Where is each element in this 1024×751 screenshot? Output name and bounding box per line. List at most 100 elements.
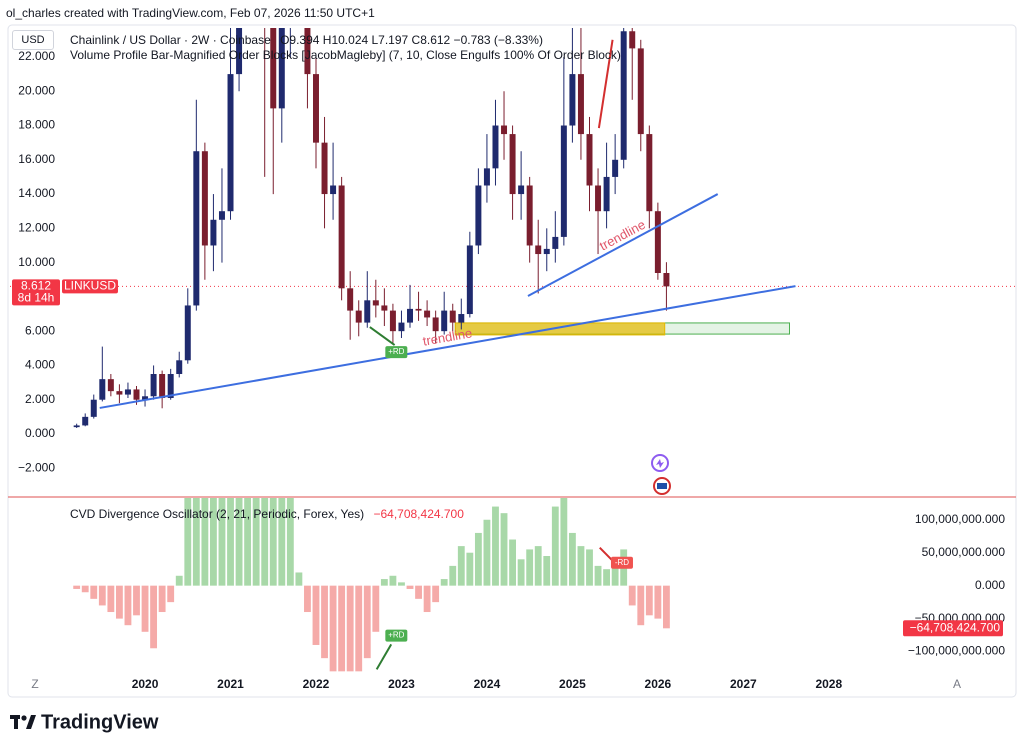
- candle-body: [364, 300, 371, 323]
- candle-body: [167, 374, 174, 399]
- candle-body: [458, 314, 465, 323]
- y-tick-label: 14.000: [18, 186, 55, 200]
- candle-body: [372, 300, 379, 306]
- divergence-marker: [385, 346, 408, 359]
- candle-body: [646, 134, 653, 212]
- candle-body: [107, 379, 114, 392]
- candle-body: [552, 236, 559, 249]
- oscillator-bar: [81, 585, 89, 593]
- candle-body: [227, 74, 234, 212]
- ohlc-summary: O9.394 H10.024 L7.197 C8.612 −0.783 (−8.…: [280, 33, 543, 47]
- candle-body: [637, 48, 644, 135]
- y-tick-label: 10.000: [18, 255, 55, 269]
- candle-body: [330, 185, 337, 195]
- x-tick-label: 2020: [132, 677, 159, 691]
- last-value-label: −64,708,424.700: [910, 620, 1001, 634]
- candle-body: [475, 185, 482, 246]
- candle-body: [501, 125, 508, 135]
- y-tick-label: −100,000,000.000: [908, 644, 1005, 658]
- oscillator-bar: [133, 585, 140, 616]
- legend-line: Chainlink / US Dollar · 2W · Coinbase O9…: [70, 33, 543, 47]
- candle-body: [355, 310, 362, 323]
- candle-body: [193, 151, 200, 306]
- oscillator-bar: [218, 498, 226, 586]
- oscillator-bar: [543, 556, 551, 586]
- candle-body: [629, 31, 636, 49]
- candle-body: [398, 322, 405, 332]
- oscillator-bar: [517, 559, 525, 586]
- candle-body: [201, 151, 208, 246]
- oscillator-bar: [286, 498, 294, 586]
- oscillator-bar: [158, 585, 166, 613]
- y-tick-label: 6.000: [25, 323, 55, 337]
- oscillator-bar: [98, 585, 106, 606]
- candle-body: [142, 396, 149, 400]
- y-tick-label: 16.000: [18, 152, 55, 166]
- candle-body: [262, 0, 268, 6]
- candle-body: [218, 211, 225, 220]
- oscillator-bar: [440, 579, 448, 586]
- divergence-label: +RD: [388, 631, 404, 640]
- oscillator-bar: [594, 565, 602, 586]
- oscillator-bar: [244, 498, 252, 586]
- symbol-title: Chainlink / US Dollar · 2W · Coinbase: [70, 33, 271, 47]
- y-tick-label: 100,000,000.000: [915, 512, 1005, 526]
- candle-body: [304, 28, 311, 75]
- trendline: [99, 285, 796, 409]
- oscillator-bar: [645, 585, 653, 616]
- y-tick-label: 2.000: [25, 392, 55, 406]
- candle-body: [535, 245, 542, 255]
- oscillator-bar: [611, 559, 619, 586]
- y-tick-label: 0.000: [975, 578, 1005, 592]
- oscillator-bar: [432, 585, 440, 603]
- oscillator-bar: [261, 498, 269, 586]
- oscillator-bar: [312, 585, 320, 645]
- candle-body: [518, 185, 525, 195]
- oscillator-bar: [167, 585, 175, 603]
- candle-body: [577, 74, 584, 135]
- chart-frame: [7, 24, 1017, 698]
- last-price-box: [12, 279, 60, 306]
- oscillator-bar: [192, 498, 200, 586]
- oscillator-title: CVD Divergence Oscillator (2, 21, Period…: [70, 507, 365, 521]
- oscillator-bar: [534, 546, 542, 586]
- corner-label[interactable]: Z: [31, 677, 38, 691]
- oscillator-bar: [654, 585, 662, 619]
- oscillator-bar: [184, 498, 192, 586]
- divergence-label: +RD: [388, 347, 404, 356]
- oscillator-bar: [355, 585, 363, 672]
- oscillator-bar: [398, 582, 405, 586]
- candle-body: [620, 31, 627, 160]
- candle-body: [612, 159, 619, 177]
- candle-body: [159, 374, 166, 399]
- oscillator-bar: [415, 585, 422, 599]
- candle-body: [287, 0, 293, 23]
- x-tick-label: 2021: [217, 677, 244, 691]
- candle-body: [407, 308, 413, 323]
- candle-body: [654, 211, 661, 273]
- x-tick-label: 2025: [559, 677, 586, 691]
- oscillator-bar: [457, 546, 465, 586]
- x-tick-label: 2022: [303, 677, 330, 691]
- oscillator-bar: [500, 513, 508, 586]
- corner-label[interactable]: A: [953, 677, 961, 691]
- oscillator-bar: [663, 585, 670, 629]
- oscillator-bar: [466, 552, 474, 586]
- oscillator-bar: [586, 549, 593, 586]
- y-tick-label: 20.000: [18, 83, 55, 97]
- candle-body: [278, 28, 285, 109]
- oscillator-bar: [389, 575, 397, 586]
- event-icon-glyph: [656, 459, 664, 468]
- oscillator-bar: [338, 585, 346, 672]
- candle-body: [389, 310, 396, 332]
- candle-body: [415, 308, 422, 311]
- candle-body: [526, 185, 533, 246]
- oscillator-bar: [295, 572, 303, 586]
- candle-body: [338, 185, 345, 289]
- divergence-label: -RD: [615, 558, 629, 567]
- trendline: [527, 193, 719, 297]
- candle-body: [90, 399, 97, 417]
- currency-button[interactable]: USD: [12, 30, 54, 50]
